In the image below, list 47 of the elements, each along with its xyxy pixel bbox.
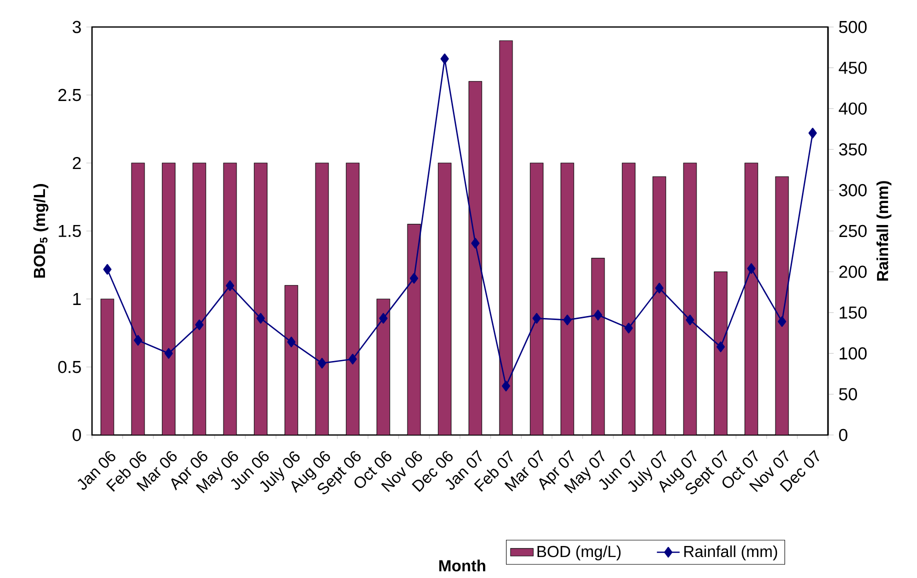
point [716,342,725,352]
legend-label: BOD (mg/L) [538,545,621,560]
point [594,310,602,320]
point [624,322,633,334]
point [778,316,786,327]
point [532,312,541,324]
y2-tick-label: 100 [840,347,867,360]
y2-tick-label: 50 [839,388,858,400]
y-tick-label: 1 [73,293,81,305]
point [256,312,265,324]
y2-tick-label: 200 [839,266,867,278]
y2-tick-label: 150 [840,306,867,319]
y2-tick-label: 350 [839,143,867,156]
y2-tick-label: 250 [839,224,867,238]
point [287,336,296,348]
point [195,319,204,330]
legend-label: Rainfall (mm) [684,545,778,560]
y2-tick-label: 400 [838,102,867,115]
point [471,238,480,249]
point [103,264,112,275]
point [318,358,326,369]
point [348,354,357,364]
point [226,280,234,291]
y-tick-label: 1.5 [58,224,81,238]
point [410,272,418,284]
y-tick-label: 2.5 [58,88,81,102]
y-tick-label: 0 [72,428,81,442]
point [134,334,142,346]
y-tick-label: 0.5 [58,360,81,374]
x-axis-title: Month [439,560,486,572]
y2-tick-label: 450 [838,62,867,74]
point [563,314,572,326]
point [808,128,817,138]
y2-tick-label: 300 [839,184,867,196]
point [686,314,694,326]
y2-axis-title: Rainfall (mm) [876,181,892,281]
y2-tick-label: 0 [839,428,848,442]
y-tick-label: 2 [72,156,81,170]
y-axis-title: BOD$_{5}$ (mg/L) [33,184,48,278]
point [440,53,449,64]
y-tick-label: 3 [72,20,81,34]
y2-tick-label: 500 [839,20,867,34]
point [164,348,173,359]
point [655,282,664,294]
point [379,312,388,324]
point [502,380,510,392]
point [747,263,756,274]
